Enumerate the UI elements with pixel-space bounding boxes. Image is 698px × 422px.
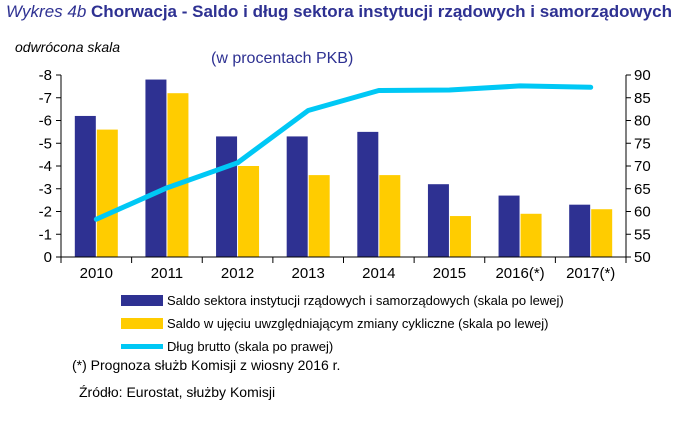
right-tick-label: 80 <box>634 113 651 130</box>
chart-subtitle: (w procentach PKB) <box>211 50 354 67</box>
source-note: Źródło: Eurostat, służby Komisji <box>79 384 276 400</box>
right-tick-label: 75 <box>634 135 651 152</box>
legend-label-structural: Saldo w ujęciu uwzględniającym zmiany cy… <box>167 316 549 331</box>
legend-item-balance: Saldo sektora instytucji rządowych i sam… <box>121 289 564 312</box>
bar-structural-2012 <box>238 166 260 257</box>
legend-item-structural: Saldo w ujęciu uwzględniającym zmiany cy… <box>121 312 564 335</box>
line-group <box>93 83 594 222</box>
bar-structural-2011 <box>167 93 189 257</box>
legend-swatch-debt <box>121 344 163 349</box>
bar-balance-2015 <box>427 184 449 257</box>
bar-balance-2011 <box>145 79 167 257</box>
bar-balance-2013 <box>286 136 308 257</box>
right-tick-label: 65 <box>634 181 651 198</box>
chart-title: Chorwacja - Saldo i dług sektora instytu… <box>91 2 673 21</box>
bar-structural-2015 <box>449 216 471 257</box>
right-tick-label: 90 <box>634 67 651 84</box>
legend-label-debt: Dług brutto (skala po prawej) <box>167 339 334 354</box>
bar-balance-2014 <box>357 131 379 257</box>
right-tick-label: 85 <box>634 90 651 107</box>
legend-label-balance: Saldo sektora instytucji rządowych i sam… <box>167 293 564 308</box>
x-tick-label: 2011 <box>151 265 183 282</box>
left-tick-label: -3 <box>39 181 52 198</box>
right-tick-label: 50 <box>634 249 651 266</box>
x-tick-label: 2014 <box>362 265 395 282</box>
legend-item-debt: Dług brutto (skala po prawej) <box>121 335 564 358</box>
bar-structural-2013 <box>308 175 330 257</box>
bar-structural-2016(*) <box>520 213 542 257</box>
left-tick-label: -8 <box>39 67 52 84</box>
left-tick-label: -6 <box>39 113 52 130</box>
right-tick-label: 55 <box>634 226 651 243</box>
chart-title-line: Wykres 4b Chorwacja - Saldo i dług sekto… <box>6 2 672 22</box>
left-tick-label: -5 <box>39 135 52 152</box>
left-tick-label: 0 <box>44 249 52 266</box>
bar-balance-2016(*) <box>498 195 520 257</box>
bar-balance-2010 <box>74 115 96 257</box>
axes-group: 2010 2011 2012 2013 2014 2015 2016(*) 2017(*) -8… <box>39 67 651 282</box>
bar-structural-2014 <box>379 175 401 257</box>
x-tick-label: 2010 <box>80 265 113 282</box>
right-tick-label: 60 <box>634 204 651 221</box>
x-tick-label: 2015 <box>433 265 466 282</box>
footnote: (*) Prognoza służb Komisji z wiosny 2016… <box>72 357 341 373</box>
x-tick-label: 2016(*) <box>495 265 544 282</box>
x-tick-label: 2012 <box>221 265 254 282</box>
left-tick-label: -4 <box>39 158 52 175</box>
bars-group <box>74 79 613 257</box>
chart-number: Wykres 4b <box>6 2 87 21</box>
legend: Saldo sektora instytucji rządowych i sam… <box>121 289 564 358</box>
left-tick-label: -7 <box>39 90 52 107</box>
left-tick-label: -2 <box>39 204 52 221</box>
x-tick-label: 2017(*) <box>566 265 615 282</box>
left-tick-label: -1 <box>39 226 52 243</box>
bar-structural-2017(*) <box>591 209 613 257</box>
bar-balance-2012 <box>216 136 238 257</box>
line-debt <box>93 83 594 222</box>
x-tick-label: 2013 <box>292 265 325 282</box>
legend-swatch-structural <box>121 318 163 329</box>
legend-swatch-balance <box>121 295 163 306</box>
scale-note: odwrócona skala <box>15 39 121 55</box>
right-tick-label: 70 <box>634 158 651 175</box>
bar-structural-2010 <box>96 129 118 257</box>
bar-balance-2017(*) <box>569 204 591 257</box>
